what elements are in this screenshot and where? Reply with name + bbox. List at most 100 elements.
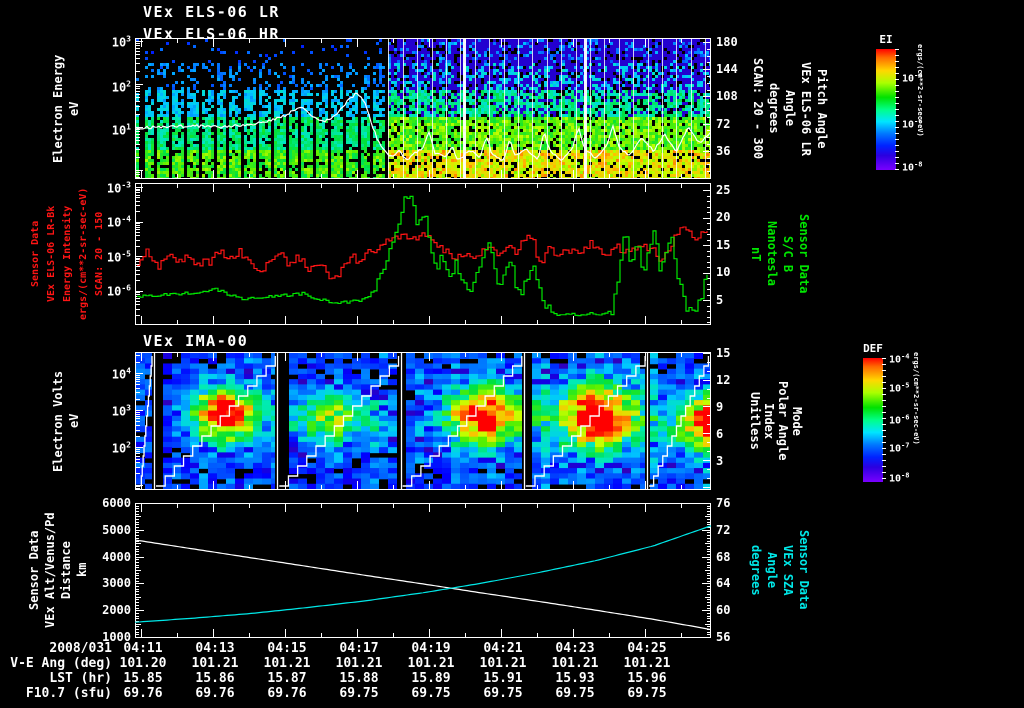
- axis-tick-label: 64: [716, 576, 731, 590]
- colorbar-tick-label: 10-5: [889, 381, 910, 395]
- table-value: 15.87: [267, 671, 307, 686]
- axis-tick-label: 76: [716, 496, 731, 510]
- axis-label-line: S/C B: [781, 235, 795, 273]
- table-value: 15.86: [195, 671, 235, 686]
- axis-tick-label: 102: [111, 440, 131, 456]
- table-value: 15.89: [411, 671, 451, 686]
- panel1-left-axis-label: Electron Energy eV: [50, 38, 90, 179]
- axis-tick-label: 20: [716, 210, 731, 224]
- colorbar-ei-units: ergs/(cm**2-sr-sec-eV): [916, 44, 924, 137]
- intensity-bfield-plot-canvas: [135, 183, 711, 325]
- time-tick-label: 04:21: [483, 641, 523, 656]
- colorbar-tick-label: 10-4: [902, 71, 923, 85]
- colorbar-def-ticks: [882, 358, 886, 482]
- colorbar-tick-label: 10-8: [902, 160, 923, 174]
- axis-label-line: Angle: [783, 90, 797, 127]
- axis-tick-label: 12: [716, 373, 731, 387]
- axis-tick-label: 10-4: [106, 214, 131, 230]
- panel1-right-axis-label: Pitch Angle VEx ELS-06 LR Angle degrees SCAN…: [744, 38, 830, 179]
- axis-label-line: nT: [749, 246, 763, 262]
- colorbar-ei: [876, 49, 896, 170]
- colorbar-tick-label: 10-6: [889, 413, 910, 427]
- colorbar-ei-title: EI: [879, 33, 893, 46]
- table-row-label: V-E Ang (deg): [10, 656, 112, 671]
- axis-tick-label: 72: [716, 523, 731, 537]
- table-value: 69.75: [627, 686, 667, 701]
- colorbar-def: [863, 358, 883, 482]
- table-row-label: LST (hr): [49, 671, 112, 686]
- axis-label-line: Polar Angle: [776, 381, 790, 461]
- axis-label-line: Index: [762, 402, 776, 440]
- table-value: 101.21: [479, 656, 527, 671]
- date-label: 2008/031: [49, 641, 112, 656]
- table-value: 101.20: [119, 656, 167, 671]
- axis-label-line: Sensor Data: [797, 530, 811, 610]
- axis-tick-label: 104: [111, 366, 131, 382]
- axis-tick-label: 101: [111, 122, 131, 138]
- table-value: 101.21: [407, 656, 455, 671]
- axis-tick-label: 144: [716, 62, 738, 76]
- axis-tick-label: 25: [716, 183, 731, 197]
- axis-label-line: degrees: [749, 544, 763, 596]
- axis-tick-label: 3000: [102, 576, 131, 590]
- axis-label-line: Unitless: [748, 392, 762, 450]
- table-value: 15.85: [123, 671, 163, 686]
- time-tick-label: 04:11: [123, 641, 163, 656]
- axis-label-line: Sensor Data: [797, 214, 811, 294]
- table-value: 15.96: [627, 671, 667, 686]
- axis-label-line: Sensor Data: [30, 220, 41, 288]
- axis-tick-label: 10-3: [106, 180, 131, 196]
- table-value: 101.21: [335, 656, 383, 671]
- els-spectrogram-canvas: [135, 38, 711, 179]
- panel3-title: VEx IMA-00: [143, 332, 249, 350]
- axis-tick-label: 3: [716, 454, 724, 468]
- axis-label-line: VEx ELS-06 LR-Bk: [46, 205, 57, 303]
- ima-spectrogram-canvas: [135, 352, 711, 490]
- axis-tick-label: 6: [716, 427, 724, 441]
- table-value: 15.88: [339, 671, 379, 686]
- time-tick-label: 04:19: [411, 641, 451, 656]
- table-value: 69.75: [555, 686, 595, 701]
- colorbar-tick-label: 10-8: [889, 471, 910, 485]
- colorbar-tick-label: 10-7: [889, 441, 910, 455]
- colorbar-tick-label: 10-6: [902, 117, 923, 131]
- altitude-sza-plot-canvas: [135, 503, 711, 638]
- axis-tick-label: 56: [716, 630, 731, 644]
- time-tick-label: 04:23: [555, 641, 595, 656]
- axis-label-line: Sensor Data: [27, 530, 41, 610]
- axis-tick-label: 10: [716, 265, 731, 279]
- axis-tick-label: 103: [111, 403, 131, 419]
- colorbar-def-title: DEF: [863, 342, 883, 355]
- panel1-title-lr: VEx ELS-06 LR: [143, 3, 280, 21]
- axis-label-line: Nanotesla: [765, 221, 779, 287]
- axis-tick-label: 10-5: [106, 249, 131, 265]
- axis-tick-label: 15: [716, 346, 731, 360]
- axis-tick-label: 68: [716, 550, 731, 564]
- axis-label-line: VEx ELS-06 LR: [799, 61, 813, 156]
- table-value: 101.21: [191, 656, 239, 671]
- axis-label-line: Mode: [790, 406, 804, 436]
- table-value: 69.76: [123, 686, 163, 701]
- time-tick-label: 04:13: [195, 641, 235, 656]
- time-tick-label: 04:17: [339, 641, 379, 656]
- axis-label-line: Electron Energy: [51, 54, 65, 163]
- axis-tick-label: 9: [716, 400, 724, 414]
- axis-label-line: Pitch Angle: [815, 68, 829, 149]
- axis-tick-label: 10-6: [106, 283, 131, 299]
- axis-label-line: VEx SZA: [781, 544, 795, 596]
- axis-tick-label: 108: [716, 89, 738, 103]
- time-tick-label: 04:25: [627, 641, 667, 656]
- time-tick-label: 04:15: [267, 641, 307, 656]
- table-value: 69.76: [195, 686, 235, 701]
- axis-label-line: Distance: [59, 541, 73, 599]
- axis-label-line: degrees: [767, 83, 781, 134]
- axis-tick-label: 1000: [102, 630, 131, 644]
- axis-tick-label: 5000: [102, 523, 131, 537]
- table-row-label: F10.7 (sfu): [25, 686, 112, 701]
- axis-tick-label: 5: [716, 293, 724, 307]
- axis-tick-label: 6000: [102, 496, 131, 510]
- colorbar-tick-label: 10-4: [889, 352, 910, 366]
- axis-tick-label: 72: [716, 117, 731, 131]
- colorbar-ei-ticks: [895, 49, 899, 170]
